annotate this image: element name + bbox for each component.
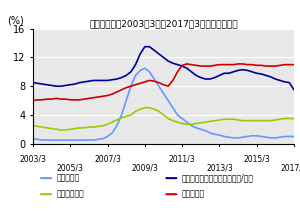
Text: 自動車ローン: 自動車ローン [56,190,84,199]
Text: 2005/3: 2005/3 [57,164,84,173]
Text: 2003/3: 2003/3 [20,154,46,163]
Text: 2013/3: 2013/3 [206,164,233,173]
Text: クレジットカードローン（年/月）: クレジットカードローン（年/月） [182,174,254,183]
Title: データ期間：2003年3月～2017年3月（四半期毎）: データ期間：2003年3月～2017年3月（四半期毎） [89,19,238,28]
Text: 2017/3: 2017/3 [280,164,300,173]
Text: 2015/3: 2015/3 [243,154,270,163]
Text: 学生ローン: 学生ローン [182,190,205,199]
Text: 2011/3: 2011/3 [169,154,196,163]
Text: 2009/3: 2009/3 [131,164,158,173]
Text: 住宅ローン: 住宅ローン [56,174,80,183]
Text: (%): (%) [8,15,24,25]
Text: 2007/3: 2007/3 [94,154,121,163]
